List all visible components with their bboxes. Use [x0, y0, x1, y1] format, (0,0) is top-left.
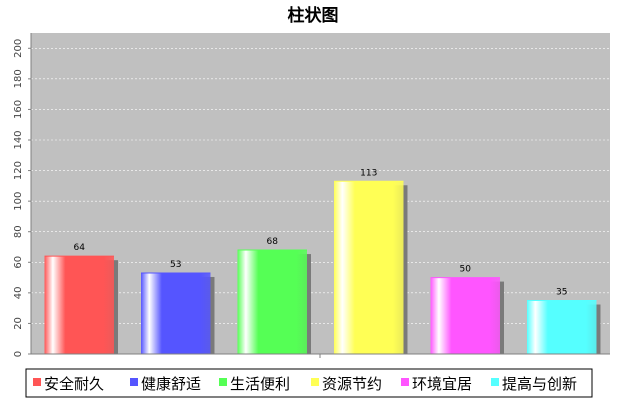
legend-swatch — [130, 378, 138, 386]
y-tick-label: 180 — [13, 69, 24, 88]
y-tick-label: 120 — [13, 161, 24, 180]
data-label: 113 — [360, 168, 377, 178]
y-tick-label: 100 — [13, 192, 24, 211]
bar — [141, 272, 211, 354]
y-tick-label: 20 — [13, 317, 24, 330]
y-tick-label: 80 — [13, 225, 24, 238]
data-label: 68 — [267, 237, 279, 247]
plot-area — [31, 33, 610, 354]
y-tick-label: 200 — [13, 39, 24, 58]
legend-swatch — [219, 378, 227, 386]
legend-label: 环境宜居 — [412, 375, 472, 393]
legend-label: 安全耐久 — [44, 375, 104, 393]
legend-label: 健康舒适 — [141, 375, 201, 393]
bar — [430, 277, 500, 354]
data-label: 50 — [460, 265, 472, 275]
data-label: 64 — [74, 243, 86, 253]
bar — [527, 300, 597, 354]
y-tick-label: 140 — [13, 130, 24, 149]
gridlines — [31, 47, 610, 324]
bars — [44, 180, 601, 354]
chart-title: 柱状图 — [288, 5, 339, 26]
legend-swatch — [401, 378, 409, 386]
y-tick-label: 40 — [13, 286, 24, 299]
y-tick-label: 0 — [13, 351, 24, 357]
bar — [334, 181, 404, 354]
legend-swatch — [311, 378, 319, 386]
data-labels: 64 53 68 113 50 35 — [74, 168, 568, 297]
y-tick-label: 60 — [13, 256, 24, 269]
data-label: 53 — [170, 260, 181, 270]
legend: 安全耐久 健康舒适 生活便利 资源节约 环境宜居 提高与创新 — [25, 368, 593, 398]
legend-swatch — [33, 378, 41, 386]
y-tick-label: 160 — [13, 100, 24, 119]
data-label: 35 — [556, 288, 567, 298]
bar — [237, 250, 307, 354]
y-axis: 0 20 40 60 80 100 120 140 160 180 200 — [13, 33, 32, 357]
legend-label: 资源节约 — [322, 375, 382, 393]
legend-label: 生活便利 — [230, 375, 290, 393]
legend-swatch — [491, 378, 499, 386]
bar — [44, 256, 114, 354]
legend-label: 提高与创新 — [502, 375, 577, 393]
